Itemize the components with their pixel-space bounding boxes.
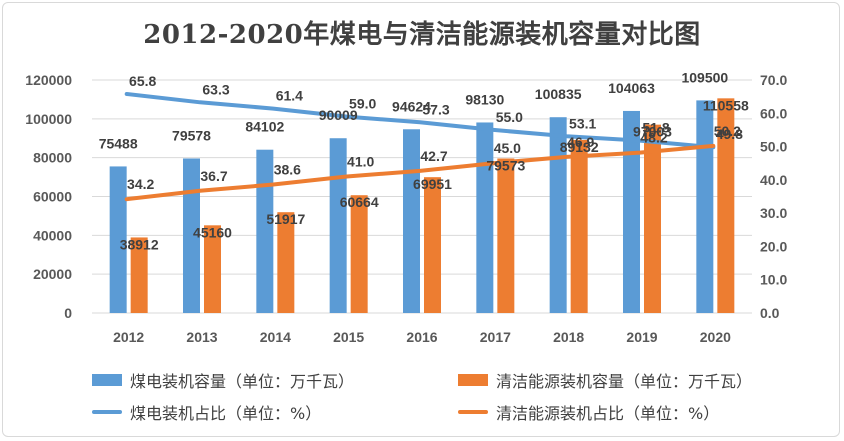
legend-item-coal-share: 煤电装机占比（单位：%） [92,400,321,424]
data-label-coal-capacity: 100835 [535,86,582,102]
y-left-tick-label: 120000 [25,72,72,88]
data-label-clean-share: 41.0 [347,154,374,170]
data-label-coal-capacity: 98130 [465,91,504,107]
data-label-coal-share: 65.8 [129,73,156,89]
data-label-clean-capacity: 110558 [703,97,749,113]
data-label-clean-capacity: 45160 [193,224,232,240]
data-label-coal-capacity: 84102 [245,119,284,135]
bar-coal-capacity [403,129,420,313]
bar-clean-capacity [277,212,295,313]
data-label-coal-share: 49.8 [716,126,743,142]
x-tick-label: 2014 [260,329,291,345]
x-tick-label: 2015 [333,329,364,345]
bar-clean-capacity [424,177,441,313]
data-label-coal-share: 59.0 [349,96,376,112]
bar-coal-capacity [256,149,274,313]
bar-clean-capacity [350,195,368,313]
data-label-coal-share: 51.8 [642,120,669,136]
chart-title: 2012-2020年煤电与清洁能源装机容量对比图 [143,20,701,50]
data-label-clean-share: 50.2 [714,123,741,139]
legend-swatch-coal-capacity [92,374,122,386]
legend-swatch-clean-share [458,410,488,414]
y-left-tick-label: 40000 [33,227,72,243]
bar-clean-capacity [130,237,148,313]
data-label-clean-capacity: 60664 [340,194,379,210]
y-right-tick-label: 50.0 [760,139,787,155]
bar-clean-capacity [570,139,588,313]
y-left-tick-label: 80000 [33,150,72,166]
line-clean-share [124,143,716,202]
legend-item-clean-capacity: 清洁能源装机容量（单位：万千瓦） [458,368,752,392]
y-right-tick-label: 30.0 [760,205,787,221]
bar-clean-capacity [204,225,221,313]
legend-label-coal-share: 煤电装机占比（单位：%） [130,404,322,423]
bar-clean-capacity [644,124,661,313]
x-tick-label: 2012 [113,329,144,345]
data-label-coal-capacity: 104063 [608,80,655,96]
line-coal-share [124,92,716,150]
y-left-tick-label: 100000 [25,111,72,127]
y-right-tick-label: 70.0 [760,72,787,88]
legend-swatch-coal-share [92,410,122,414]
data-label-clean-share: 38.6 [274,162,301,178]
data-label-coal-share: 63.3 [202,81,229,97]
bar-coal-capacity [549,117,567,314]
data-label-coal-capacity: 79578 [172,127,211,143]
y-right-tick-label: 0.0 [760,305,780,321]
legend-item-coal-capacity: 煤电装机容量（单位：万千瓦） [92,368,354,392]
data-label-clean-share: 34.2 [127,176,154,192]
bar-coal-capacity [329,138,347,313]
y-right-tick-label: 60.0 [760,105,787,121]
data-label-coal-capacity: 94624 [392,98,431,114]
y-left-tick-label: 0 [64,305,72,321]
x-tick-label: 2013 [186,329,217,345]
data-label-clean-capacity: 38912 [120,236,159,252]
legend: 煤电装机容量（单位：万千瓦） 清洁能源装机容量（单位：万千瓦） 煤电装机占比（单… [0,360,844,430]
y-left-tick-label: 60000 [33,189,72,205]
data-label-coal-share: 55.0 [496,109,523,125]
bar-coal-capacity [476,122,494,313]
data-label-clean-share: 36.7 [200,168,227,184]
bar-clean-capacity [717,98,735,313]
data-label-clean-share: 45.0 [494,140,521,156]
y-right-tick-label: 40.0 [760,172,787,188]
data-label-coal-capacity: 109500 [681,69,728,85]
x-tick-label: 2020 [700,329,731,345]
x-tick-label: 2017 [480,329,511,345]
y-right-tick-label: 20.0 [760,238,787,254]
legend-item-clean-share: 清洁能源装机占比（单位：%） [458,400,719,424]
data-label-coal-capacity: 90009 [319,107,358,123]
bar-coal-capacity [623,110,640,314]
x-tick-label: 2018 [553,329,584,345]
data-label-clean-share: 42.7 [420,148,447,164]
legend-label-coal-capacity: 煤电装机容量（单位：万千瓦） [130,372,355,391]
data-label-clean-capacity: 79573 [486,157,525,173]
legend-swatch-clean-capacity [458,374,488,386]
y-left-tick-label: 20000 [33,266,72,282]
bar-coal-capacity [183,158,200,313]
data-label-clean-capacity: 97003 [633,124,672,140]
data-label-clean-share: 46.9 [567,134,594,150]
x-tick-label: 2019 [626,329,657,345]
x-tick-label: 2016 [406,329,437,345]
data-label-coal-share: 53.1 [569,115,596,131]
data-label-clean-capacity: 89132 [560,139,599,155]
y-right-tick-label: 10.0 [760,272,787,288]
data-label-coal-share: 61.4 [276,88,303,104]
data-label-clean-capacity: 51917 [266,211,305,227]
data-label-coal-share: 57.3 [422,101,449,117]
data-label-clean-capacity: 69951 [413,176,452,192]
legend-label-clean-capacity: 清洁能源装机容量（单位：万千瓦） [496,372,753,391]
data-label-coal-capacity: 75488 [99,135,138,151]
bar-clean-capacity [497,158,515,313]
bar-coal-capacity [109,166,127,313]
data-label-clean-share: 48.2 [640,130,667,146]
bar-coal-capacity [696,100,714,313]
legend-label-clean-share: 清洁能源装机占比（单位：%） [496,404,720,423]
